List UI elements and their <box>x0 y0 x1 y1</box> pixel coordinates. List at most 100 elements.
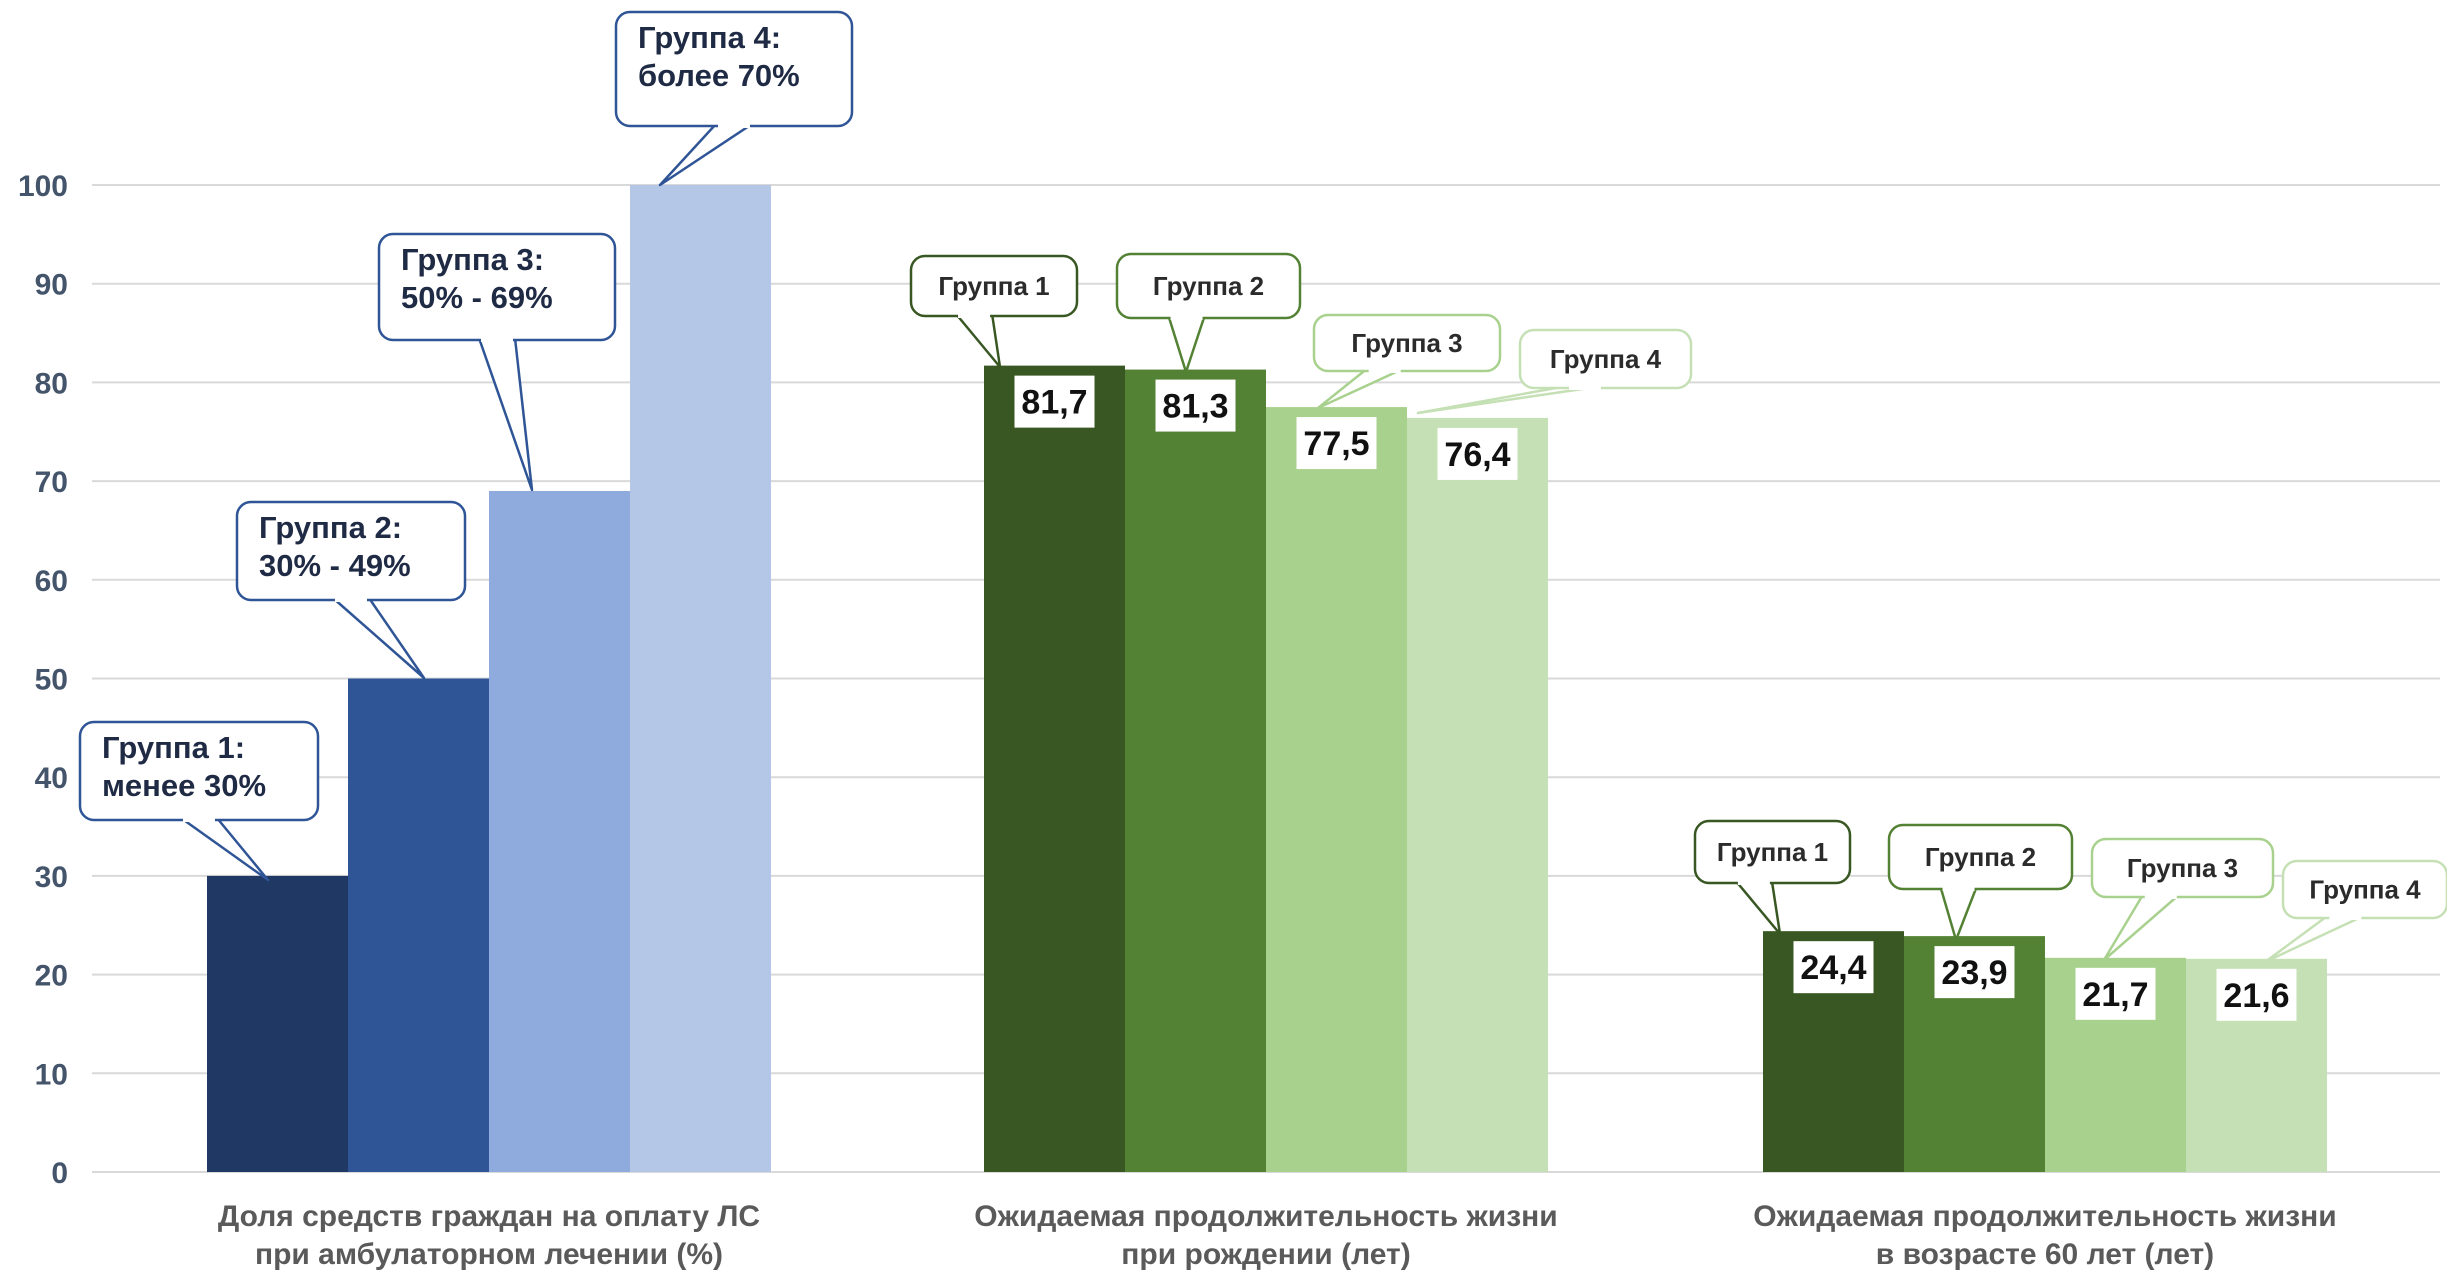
callout: Группа 1:менее 30% <box>78 720 320 882</box>
bars <box>207 185 2327 1173</box>
callout-pointer <box>1167 314 1206 374</box>
callout-pointer <box>2263 914 2365 964</box>
y-tick-label: 50 <box>35 664 68 697</box>
callout-seam <box>2144 893 2177 899</box>
y-tick-label: 100 <box>18 170 68 203</box>
data-label: 81,3 <box>1162 388 1228 426</box>
data-label: 76,4 <box>1444 436 1510 474</box>
callout-label: Группа 1: <box>102 730 245 765</box>
callout-seam <box>1368 367 1401 373</box>
callout-box <box>1518 328 1693 390</box>
y-tick-label: 90 <box>35 269 68 302</box>
category-label: Доля средств граждан на оплату ЛС <box>218 1200 760 1233</box>
callout-label: Группа 1 <box>1717 837 1828 867</box>
callout: Группа 2 <box>1115 252 1302 374</box>
callout-label: Группа 3: <box>401 242 544 277</box>
callout-seam <box>2329 914 2362 920</box>
callout-pointer <box>1734 879 1782 936</box>
data-label: 81,7 <box>1021 384 1087 422</box>
callout: Группа 4 <box>1416 328 1693 415</box>
y-tick-label: 20 <box>35 960 68 993</box>
callout-box <box>909 254 1079 318</box>
data-labels: 81,7 81,3 77,5 76,4 24,4 23,9 21,7 21,6 <box>1014 375 2297 1021</box>
callout-label: Группа 2: <box>259 510 402 545</box>
callout: Группа 2:30% - 49% <box>235 500 467 680</box>
data-label-box <box>1014 375 1095 428</box>
callout-label: Группа 4 <box>2309 875 2421 905</box>
callout: Группа 4:более 70% <box>614 10 854 187</box>
callout-seam <box>718 122 750 128</box>
callout-seam <box>1737 879 1770 885</box>
callout-label: Группа 3 <box>2127 853 2238 883</box>
bar <box>207 875 348 1172</box>
category-label: при амбулаторном лечении (%) <box>255 1238 723 1271</box>
callout-label: Группа 4: <box>638 20 781 55</box>
callout-label: 30% - 49% <box>259 548 411 583</box>
data-label-box <box>1296 417 1377 470</box>
category-label: Ожидаемая продолжительность жизни <box>1753 1200 2336 1233</box>
data-label-box <box>2216 968 2297 1021</box>
callout: Группа 1 <box>909 254 1079 369</box>
category-label: при рождении (лет) <box>1121 1238 1410 1271</box>
callout-seam <box>1942 885 1975 891</box>
category-label: в возрасте 60 лет (лет) <box>1876 1238 2214 1271</box>
callout-label: Группа 2 <box>1925 842 2036 872</box>
callout-label: Группа 3 <box>1351 328 1462 358</box>
category-labels: Доля средств граждан на оплату ЛС при амб… <box>218 1200 2337 1271</box>
data-label: 77,5 <box>1303 425 1369 463</box>
callout-pointer <box>1316 367 1404 410</box>
bar <box>1266 407 1407 1172</box>
y-tick-label: 80 <box>35 367 68 400</box>
callout-pointer <box>1416 384 1605 415</box>
callout-label: Группа 4 <box>1550 344 1662 374</box>
callouts: Группа 1:менее 30%Группа 2:30% - 49%Груп… <box>78 10 2447 964</box>
callout-seam <box>335 596 367 602</box>
callout-pointer <box>954 312 1002 369</box>
data-label-box <box>1437 427 1518 480</box>
y-tick-label: 10 <box>35 1058 68 1091</box>
callout: Группа 1 <box>1693 819 1852 936</box>
y-tick-label: 60 <box>35 565 68 598</box>
callout-pointer <box>477 336 534 492</box>
bar <box>1125 369 1266 1173</box>
callout: Группа 3 <box>2090 837 2275 962</box>
data-label: 24,4 <box>1800 949 1866 987</box>
callout-label: менее 30% <box>102 768 266 803</box>
y-tick-label: 0 <box>51 1157 68 1190</box>
data-label: 21,7 <box>2082 976 2148 1014</box>
data-label-box <box>1793 941 1874 994</box>
y-axis: 0 10 20 30 40 50 60 70 80 90 100 <box>18 170 68 1190</box>
y-tick-label: 30 <box>35 861 68 894</box>
bar <box>348 678 489 1172</box>
callout-pointer <box>2102 893 2181 962</box>
bar <box>630 185 771 1172</box>
callout-pointer <box>658 122 754 187</box>
callout-box <box>2090 837 2275 899</box>
data-label: 21,6 <box>2223 977 2289 1015</box>
callout-seam <box>958 312 991 318</box>
callout-label: 50% - 69% <box>401 280 553 315</box>
callout-label: Группа 2 <box>1153 271 1264 301</box>
callout-box <box>1115 252 1302 320</box>
callout-box <box>1693 819 1852 885</box>
bar <box>1407 417 1548 1172</box>
callout-pointer <box>331 596 426 680</box>
callout-label: более 70% <box>638 58 800 93</box>
callout-seam <box>183 816 215 822</box>
data-label-box <box>1934 946 2015 999</box>
callout-box <box>1312 313 1502 373</box>
bar <box>489 490 630 1173</box>
callout: Группа 4 <box>2263 859 2447 964</box>
data-label-box <box>1155 379 1236 432</box>
callout: Группа 3:50% - 69% <box>377 232 617 492</box>
callout-label: Группа 1 <box>938 271 1049 301</box>
callout-pointer <box>179 816 270 882</box>
callout-seam <box>481 336 513 342</box>
callout: Группа 3 <box>1312 313 1502 410</box>
callout-box <box>2281 859 2447 920</box>
bar <box>984 365 1125 1173</box>
y-tick-label: 40 <box>35 762 68 795</box>
data-label: 23,9 <box>1941 954 2007 992</box>
y-tick-label: 70 <box>35 466 68 499</box>
